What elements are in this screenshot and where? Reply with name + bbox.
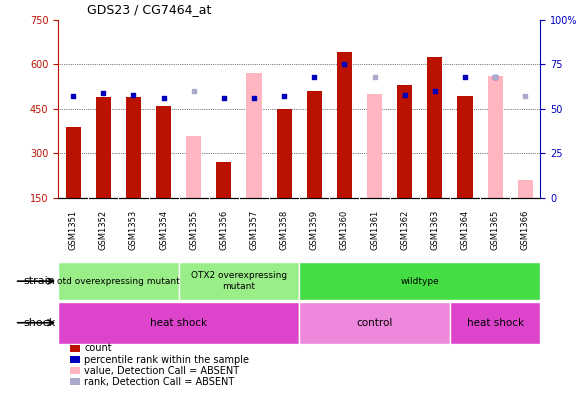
- Text: percentile rank within the sample: percentile rank within the sample: [84, 354, 249, 365]
- Bar: [66, 127, 81, 198]
- Point: [400, 91, 410, 98]
- Point: [430, 88, 439, 94]
- Point: [279, 93, 289, 100]
- Text: GSM1360: GSM1360: [340, 209, 349, 250]
- Bar: [450, 302, 540, 344]
- Text: GSM1352: GSM1352: [99, 209, 108, 250]
- Point: [69, 93, 78, 100]
- Bar: [299, 262, 540, 300]
- Bar: [457, 95, 472, 198]
- Text: GSM1359: GSM1359: [310, 209, 319, 250]
- Point: [460, 74, 469, 80]
- Text: GSM1365: GSM1365: [490, 209, 500, 250]
- Text: GSM1364: GSM1364: [461, 209, 469, 250]
- Point: [490, 74, 500, 80]
- Point: [340, 61, 349, 67]
- Bar: [179, 262, 299, 300]
- Point: [310, 74, 319, 80]
- Bar: [216, 162, 231, 198]
- Point: [249, 95, 259, 101]
- Text: GSM1351: GSM1351: [69, 209, 78, 250]
- Point: [129, 91, 138, 98]
- Bar: [367, 94, 382, 198]
- Text: GSM1357: GSM1357: [249, 209, 259, 250]
- Text: value, Detection Call = ABSENT: value, Detection Call = ABSENT: [84, 366, 239, 376]
- Text: heat shock: heat shock: [150, 318, 207, 328]
- Text: shock: shock: [23, 318, 55, 328]
- Text: otd overexpressing mutant: otd overexpressing mutant: [57, 277, 180, 286]
- Bar: [397, 85, 413, 198]
- Bar: [307, 91, 322, 198]
- Point: [521, 93, 530, 100]
- Text: GSM1363: GSM1363: [431, 209, 439, 250]
- Text: control: control: [356, 318, 393, 328]
- Bar: [96, 97, 111, 198]
- Point: [159, 95, 168, 101]
- Text: GSM1353: GSM1353: [129, 209, 138, 250]
- Text: GSM1358: GSM1358: [279, 209, 289, 250]
- Bar: [58, 302, 299, 344]
- Text: wildtype: wildtype: [400, 277, 439, 286]
- Bar: [126, 97, 141, 198]
- Point: [219, 95, 228, 101]
- Point: [490, 74, 500, 80]
- Bar: [277, 109, 292, 198]
- Point: [99, 90, 108, 96]
- Text: GSM1356: GSM1356: [220, 209, 228, 250]
- Bar: [427, 57, 442, 198]
- Text: OTX2 overexpressing
mutant: OTX2 overexpressing mutant: [191, 272, 287, 291]
- Bar: [246, 73, 261, 198]
- Text: rank, Detection Call = ABSENT: rank, Detection Call = ABSENT: [84, 377, 235, 387]
- Text: count: count: [84, 343, 112, 354]
- Point: [370, 74, 379, 80]
- Bar: [156, 106, 171, 198]
- Text: GSM1366: GSM1366: [521, 209, 530, 250]
- Point: [189, 88, 198, 94]
- Bar: [186, 135, 201, 198]
- Text: GSM1361: GSM1361: [370, 209, 379, 250]
- Text: GSM1362: GSM1362: [400, 209, 409, 250]
- Text: heat shock: heat shock: [467, 318, 523, 328]
- Bar: [299, 302, 450, 344]
- Bar: [58, 262, 179, 300]
- Text: strain: strain: [23, 276, 55, 286]
- Bar: [337, 52, 352, 198]
- Text: GSM1355: GSM1355: [189, 209, 198, 250]
- Bar: [487, 76, 503, 198]
- Bar: [518, 180, 533, 198]
- Text: GDS23 / CG7464_at: GDS23 / CG7464_at: [87, 3, 211, 16]
- Text: GSM1354: GSM1354: [159, 209, 168, 250]
